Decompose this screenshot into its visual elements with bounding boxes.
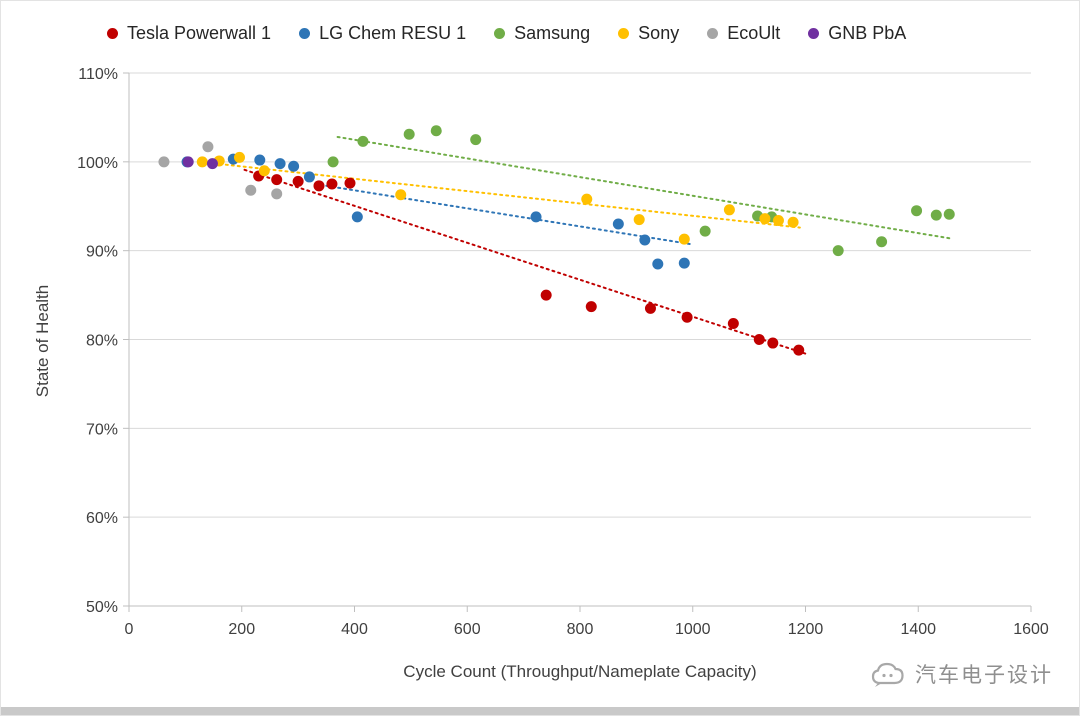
x-tick-label: 1000: [675, 621, 711, 638]
watermark-text: 汽车电子设计: [915, 664, 1053, 687]
data-point: [327, 156, 339, 168]
legend-label: GNB PbA: [828, 23, 907, 43]
legend-marker-icon: [299, 28, 311, 39]
data-point: [581, 193, 593, 205]
data-point: [585, 301, 597, 313]
data-point: [652, 258, 664, 270]
watermark: 汽车电子设计: [869, 659, 1053, 689]
data-point: [395, 189, 407, 201]
data-point: [403, 128, 415, 140]
trendline: [243, 168, 810, 356]
data-point: [313, 180, 325, 192]
data-point: [787, 216, 799, 228]
legend-marker-icon: [808, 28, 820, 39]
x-tick-label: 1600: [1013, 621, 1049, 638]
data-point: [612, 218, 624, 230]
data-point: [274, 158, 286, 170]
legend-label: LG Chem RESU 1: [319, 23, 467, 43]
legend-marker-icon: [494, 28, 506, 39]
data-point: [271, 174, 283, 186]
data-point: [753, 334, 765, 345]
x-tick-label: 1400: [900, 621, 936, 638]
y-tick-label: 90%: [86, 244, 118, 261]
trendline: [206, 161, 801, 229]
x-tick-label: 200: [228, 621, 255, 638]
data-point: [633, 214, 645, 226]
data-point: [292, 175, 304, 187]
data-point: [930, 209, 942, 221]
data-point: [759, 213, 771, 225]
legend-item: Tesla Powerwall 1: [107, 23, 271, 44]
x-tick-label: 0: [125, 621, 134, 638]
x-tick-label: 1200: [788, 621, 824, 638]
data-point: [727, 318, 739, 330]
data-point: [326, 178, 338, 190]
legend-marker-icon: [618, 28, 630, 39]
data-point: [832, 245, 844, 257]
chart-legend: Tesla Powerwall 1 LG Chem RESU 1 Samsung…: [107, 23, 906, 44]
trendline: [325, 184, 694, 246]
data-point: [911, 205, 923, 217]
cloud-chat-icon: [871, 662, 904, 687]
data-point: [344, 177, 356, 189]
data-point: [772, 214, 784, 226]
data-point: [644, 302, 656, 314]
y-tick-label: 80%: [86, 333, 118, 350]
y-tick-label: 50%: [86, 599, 118, 616]
data-point: [639, 234, 651, 246]
x-tick-label: 600: [454, 621, 481, 638]
legend-item: EcoUlt: [707, 23, 780, 44]
legend-label: Tesla Powerwall 1: [127, 23, 272, 43]
data-point: [182, 156, 194, 168]
trendline: [336, 135, 951, 240]
data-point: [943, 208, 955, 220]
data-point: [699, 225, 711, 237]
legend-item: Samsung: [494, 23, 590, 44]
data-point: [254, 154, 266, 166]
legend-item: Sony: [618, 23, 679, 44]
data-point: [258, 165, 270, 177]
data-point: [206, 158, 218, 170]
legend-marker-icon: [107, 28, 118, 39]
legend-item: GNB PbA: [808, 23, 906, 44]
x-tick-label: 400: [341, 621, 368, 638]
data-point: [196, 156, 208, 168]
data-point: [470, 134, 482, 146]
data-point: [430, 125, 442, 137]
legend-label: Sony: [638, 23, 680, 43]
x-axis-title: Cycle Count (Throughput/Nameplate Capaci…: [403, 662, 757, 681]
data-point: [723, 204, 735, 216]
legend-label: Samsung: [514, 23, 591, 43]
data-point: [793, 344, 805, 356]
data-point: [678, 233, 690, 245]
y-axis-title: State of Health: [33, 284, 52, 398]
y-tick-label: 70%: [86, 421, 118, 438]
data-point: [767, 337, 779, 349]
y-tick-label: 110%: [78, 66, 118, 83]
legend-label: EcoUlt: [727, 23, 781, 43]
data-point: [233, 151, 245, 163]
data-point: [876, 236, 888, 248]
legend-item: LG Chem RESU 1: [299, 23, 466, 44]
data-point: [357, 135, 369, 147]
y-tick-label: 60%: [86, 510, 118, 527]
legend-marker-icon: [707, 28, 719, 39]
bottom-strip: [1, 707, 1079, 715]
data-point: [202, 141, 214, 153]
data-point: [288, 160, 300, 172]
data-point: [530, 211, 542, 223]
data-point: [351, 211, 363, 223]
data-point: [540, 289, 552, 301]
data-point: [158, 156, 170, 168]
data-point: [245, 184, 257, 196]
data-point: [271, 188, 283, 200]
data-point: [681, 311, 693, 323]
x-tick-label: 800: [567, 621, 594, 638]
y-tick-label: 100%: [77, 155, 118, 172]
data-point: [303, 171, 315, 183]
data-point: [678, 257, 690, 269]
